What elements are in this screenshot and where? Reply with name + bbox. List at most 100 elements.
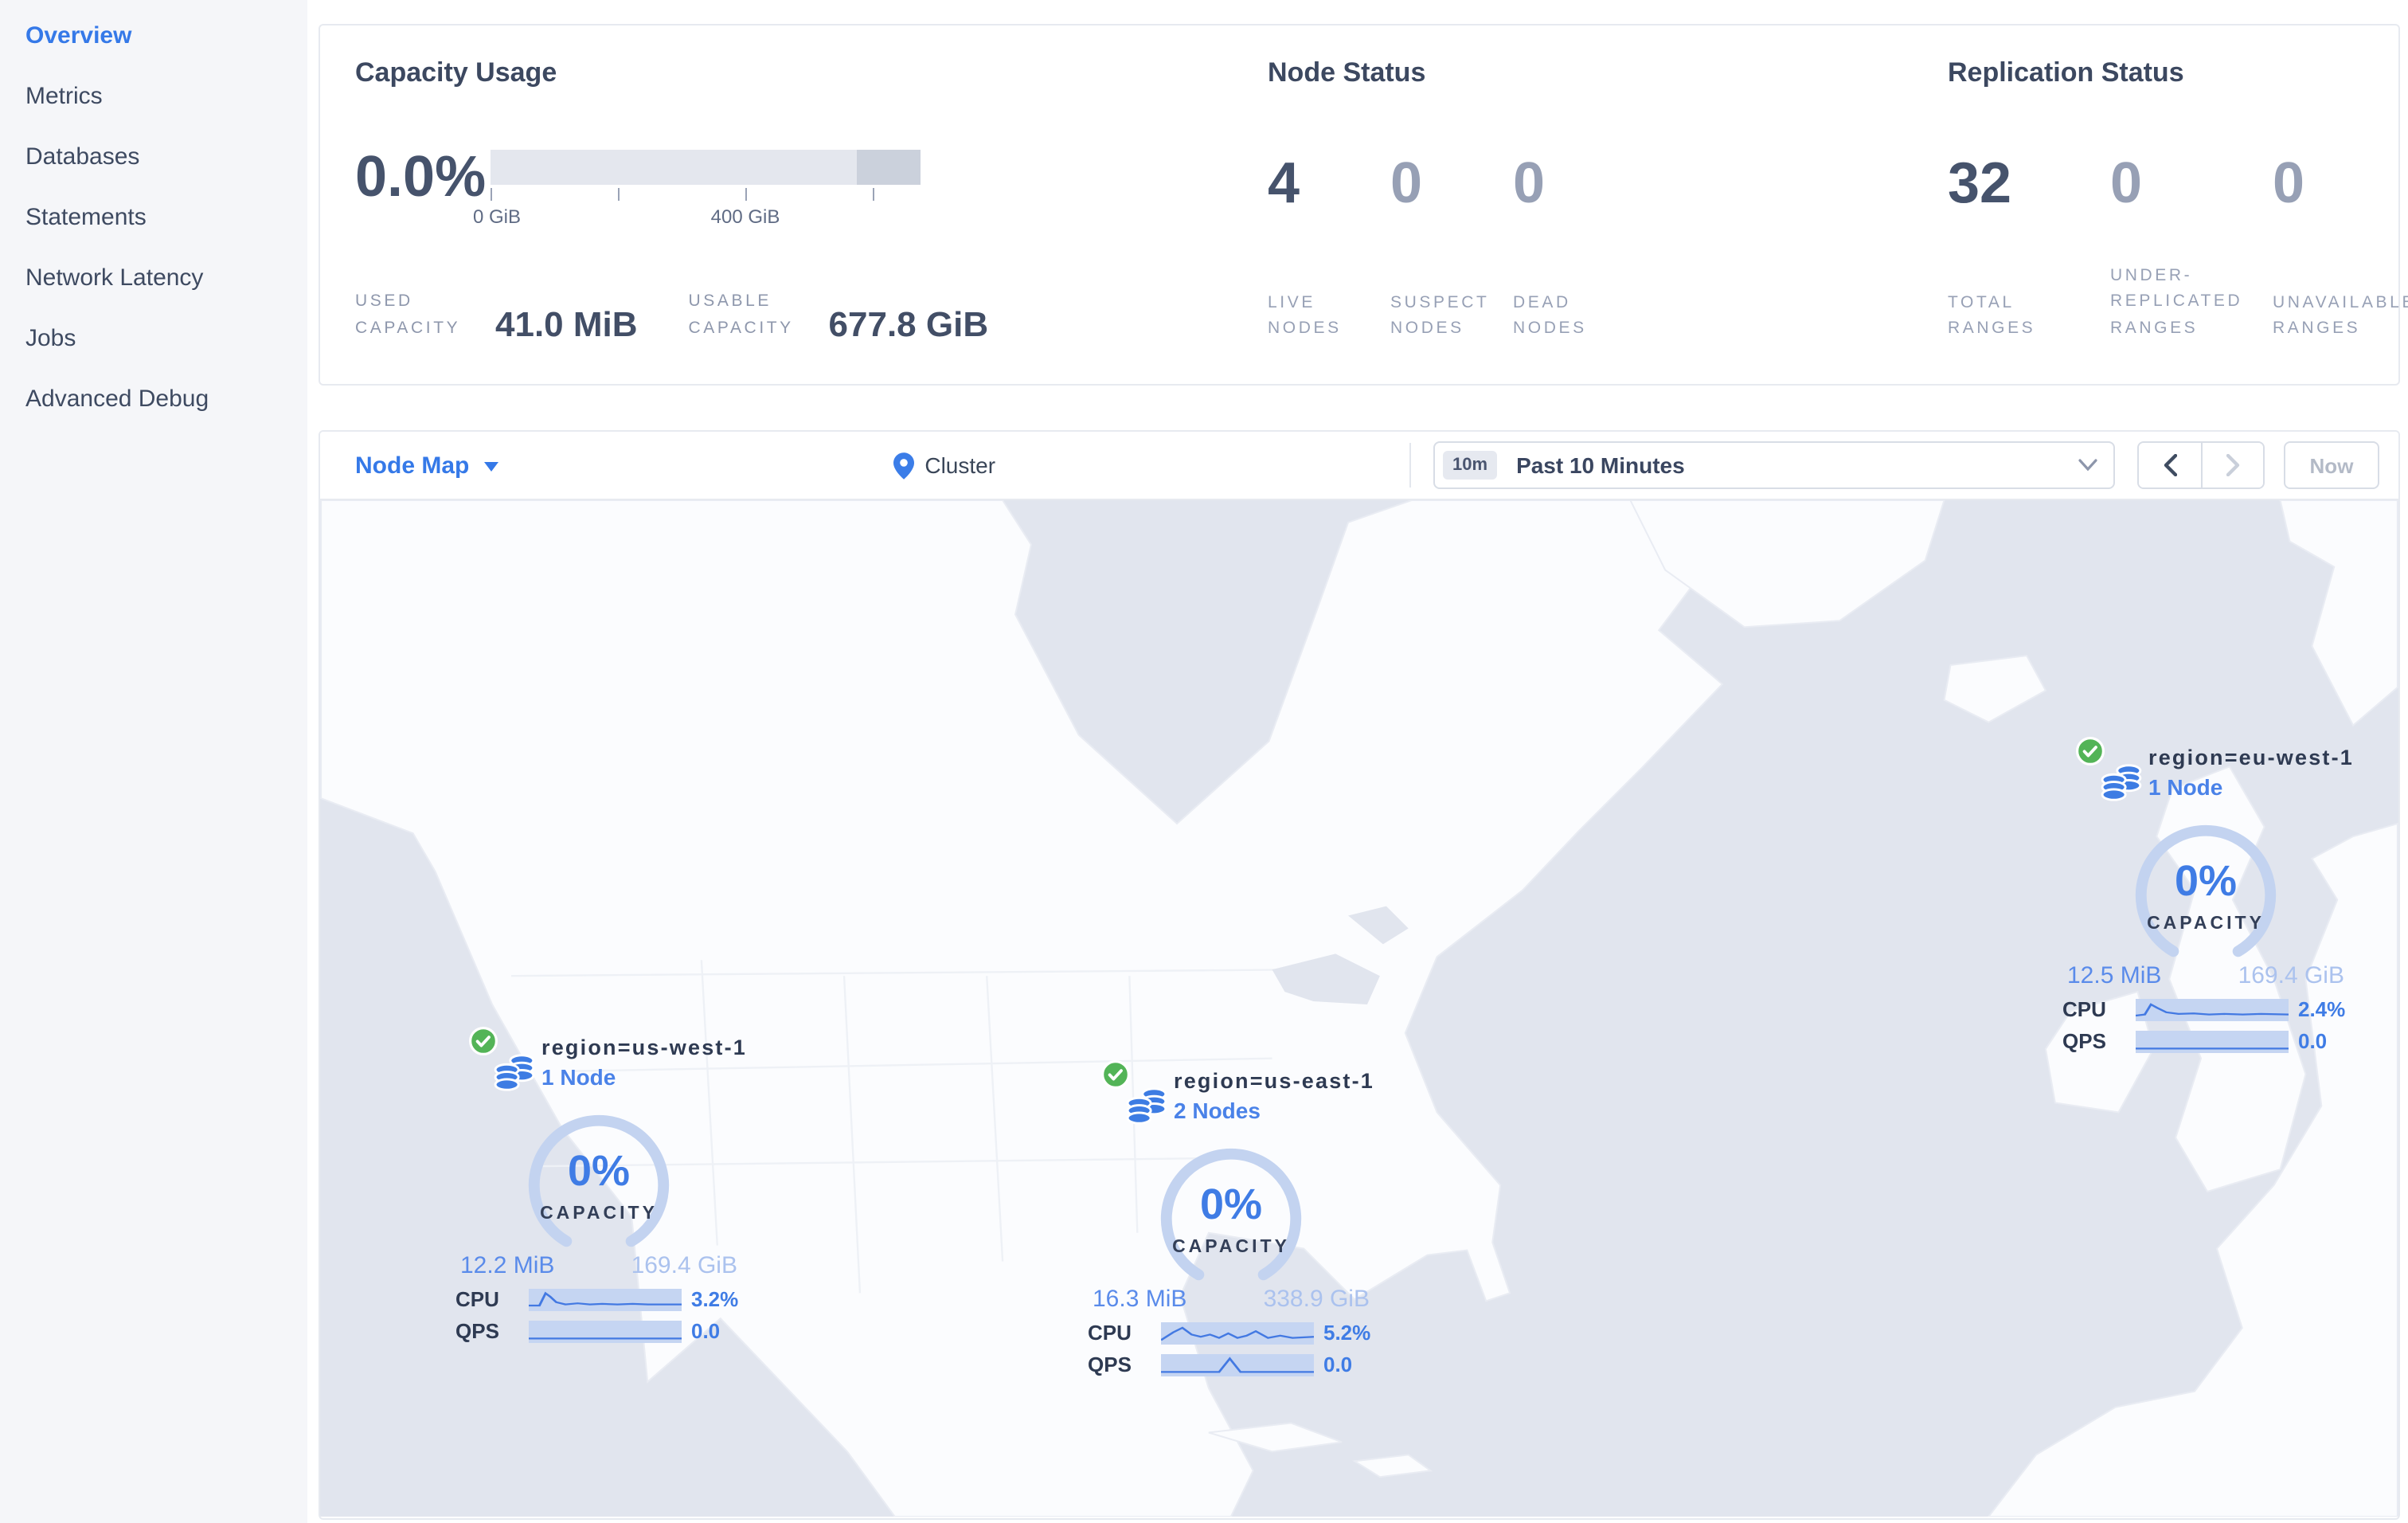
node-count-link[interactable]: 2 Nodes bbox=[1174, 1098, 1261, 1123]
node-status-section: Node Status 4 0 0 LIVE NODES SUSPECT NOD… bbox=[1268, 25, 1841, 384]
unavailable-ranges-count: 0 bbox=[2273, 150, 2305, 215]
region-used-capacity: 12.5 MiB bbox=[2067, 962, 2162, 989]
cpu-sparkline bbox=[529, 1288, 682, 1310]
gauge-percent: 0% bbox=[1199, 1180, 1263, 1228]
sidebar-item-network-latency[interactable]: Network Latency bbox=[25, 264, 204, 292]
under-replicated-ranges-count: 0 bbox=[2110, 150, 2143, 215]
gauge-percent: 0% bbox=[2174, 857, 2238, 905]
used-capacity-label: USED CAPACITY bbox=[355, 292, 461, 338]
region-marker-us-east-1: region=us-east-1 2 Nodes 0% CAPACITY 16.… bbox=[1081, 1059, 1381, 1376]
region-label: region=us-east-1 bbox=[1174, 1069, 1375, 1093]
total-ranges-count: 32 bbox=[1948, 150, 2012, 215]
cpu-value: 5.2% bbox=[1323, 1321, 1371, 1345]
under-replicated-ranges-label: UNDER- REPLICATED RANGES bbox=[2110, 266, 2243, 338]
used-capacity-value: 41.0 MiB bbox=[495, 303, 638, 344]
node-group-icon[interactable] bbox=[1126, 1085, 1169, 1134]
healthy-check-icon bbox=[2075, 736, 2105, 774]
cpu-value: 3.2% bbox=[691, 1287, 739, 1311]
node-group-icon[interactable] bbox=[494, 1051, 537, 1101]
time-step-buttons bbox=[2137, 441, 2265, 489]
capacity-bar-reserved-segment bbox=[857, 150, 921, 185]
cpu-label: CPU bbox=[2062, 997, 2106, 1021]
cpu-label: CPU bbox=[455, 1287, 499, 1311]
sidebar-item-databases[interactable]: Databases bbox=[25, 143, 140, 170]
region-marker-eu-west-1: region=eu-west-1 1 Node 0% CAPACITY 12.5… bbox=[2056, 736, 2355, 1053]
caret-down-icon bbox=[483, 462, 498, 472]
time-range-dropdown[interactable]: 10m Past 10 Minutes bbox=[1433, 441, 2115, 489]
healthy-check-icon bbox=[468, 1026, 498, 1064]
breadcrumb-label: Cluster bbox=[924, 452, 996, 478]
chevron-down-icon bbox=[2078, 459, 2097, 472]
capacity-bar: 0 GiB 400 GiB bbox=[473, 150, 921, 228]
suspect-nodes-count: 0 bbox=[1390, 150, 1423, 215]
region-total-capacity: 338.9 GiB bbox=[1263, 1286, 1370, 1313]
qps-value: 0.0 bbox=[691, 1319, 721, 1343]
suspect-nodes-label: SUSPECT NODES bbox=[1390, 293, 1490, 339]
region-label: region=us-west-1 bbox=[541, 1036, 748, 1059]
capacity-gauge: 0% CAPACITY bbox=[2123, 819, 2289, 972]
node-count-link[interactable]: 1 Node bbox=[2148, 774, 2223, 800]
total-ranges-label: TOTAL RANGES bbox=[1948, 293, 2036, 339]
capacity-percent: 0.0% bbox=[355, 143, 487, 209]
capacity-usage-section: Capacity Usage 0.0% 0 GiB 400 bbox=[355, 25, 1247, 384]
qps-label: QPS bbox=[455, 1319, 499, 1343]
breadcrumb[interactable]: Cluster bbox=[893, 452, 995, 479]
dead-nodes-label: DEAD NODES bbox=[1513, 293, 1587, 339]
chevron-left-icon bbox=[2164, 454, 2177, 476]
sidebar-item-overview[interactable]: Overview bbox=[25, 22, 132, 49]
qps-sparkline bbox=[2136, 1030, 2289, 1052]
cpu-label: CPU bbox=[1088, 1321, 1132, 1345]
live-nodes-label: LIVE NODES bbox=[1268, 293, 1342, 339]
now-button[interactable]: Now bbox=[2284, 441, 2379, 489]
region-used-capacity: 16.3 MiB bbox=[1093, 1286, 1187, 1313]
sidebar-item-advanced-debug[interactable]: Advanced Debug bbox=[25, 386, 209, 413]
capacity-tick-label-400: 400 GiB bbox=[710, 206, 780, 228]
capacity-gauge: 0% CAPACITY bbox=[516, 1109, 682, 1262]
healthy-check-icon bbox=[1100, 1059, 1131, 1098]
chevron-right-icon bbox=[2226, 454, 2239, 476]
sidebar: Overview Metrics Databases Statements Ne… bbox=[0, 0, 307, 1523]
time-range-badge: 10m bbox=[1443, 451, 1498, 480]
node-map[interactable]: region=us-west-1 1 Node 0% CAPACITY 12.2… bbox=[320, 500, 2398, 1517]
node-map-card: Node Map Cluster 10m Past 10 Minutes bbox=[319, 430, 2400, 1520]
usable-capacity-label: USABLE CAPACITY bbox=[688, 292, 794, 338]
qps-value: 0.0 bbox=[2298, 1029, 2328, 1053]
cpu-sparkline bbox=[2136, 998, 2289, 1020]
map-toolbar: Node Map Cluster 10m Past 10 Minutes bbox=[320, 432, 2398, 500]
region-label: region=eu-west-1 bbox=[2148, 746, 2355, 769]
dead-nodes-count: 0 bbox=[1513, 150, 1546, 215]
time-range-label: Past 10 Minutes bbox=[1516, 452, 1685, 478]
gauge-capacity-label: CAPACITY bbox=[2147, 914, 2265, 934]
time-prev-button[interactable] bbox=[2139, 443, 2201, 487]
region-used-capacity: 12.2 MiB bbox=[460, 1252, 555, 1279]
qps-value: 0.0 bbox=[1323, 1353, 1353, 1376]
map-pin-icon bbox=[893, 452, 914, 479]
view-mode-dropdown[interactable]: Node Map bbox=[355, 452, 498, 479]
capacity-usage-title: Capacity Usage bbox=[355, 57, 557, 88]
sidebar-item-metrics[interactable]: Metrics bbox=[25, 83, 103, 110]
gauge-capacity-label: CAPACITY bbox=[1172, 1238, 1290, 1257]
qps-sparkline bbox=[529, 1320, 682, 1342]
replication-status-title: Replication Status bbox=[1948, 57, 2184, 88]
capacity-gauge: 0% CAPACITY bbox=[1148, 1142, 1314, 1295]
qps-sparkline bbox=[1161, 1353, 1314, 1376]
node-status-title: Node Status bbox=[1268, 57, 1426, 88]
view-mode-label: Node Map bbox=[355, 452, 470, 479]
gauge-percent: 0% bbox=[567, 1147, 631, 1195]
node-count-link[interactable]: 1 Node bbox=[541, 1064, 616, 1090]
sidebar-item-statements[interactable]: Statements bbox=[25, 204, 147, 231]
cpu-value: 2.4% bbox=[2298, 997, 2346, 1021]
cluster-summary-card: Capacity Usage 0.0% 0 GiB 4 0 0 bbox=[319, 24, 2408, 386]
qps-label: QPS bbox=[2062, 1029, 2106, 1053]
sidebar-item-jobs[interactable]: Jobs bbox=[25, 325, 76, 352]
time-next-button[interactable] bbox=[2201, 443, 2263, 487]
world-map bbox=[320, 500, 2398, 1517]
qps-label: QPS bbox=[1088, 1353, 1132, 1376]
capacity-tick-label-0: 0 GiB bbox=[472, 206, 522, 228]
gauge-capacity-label: CAPACITY bbox=[540, 1204, 658, 1223]
region-marker-us-west-1: region=us-west-1 1 Node 0% CAPACITY 12.2… bbox=[449, 1026, 749, 1343]
cpu-sparkline bbox=[1161, 1321, 1314, 1344]
replication-status-section: Replication Status 32 0 0 TOTAL RANGES U… bbox=[1948, 25, 2408, 384]
node-group-icon[interactable] bbox=[2101, 762, 2144, 811]
region-total-capacity: 169.4 GiB bbox=[2238, 962, 2344, 989]
